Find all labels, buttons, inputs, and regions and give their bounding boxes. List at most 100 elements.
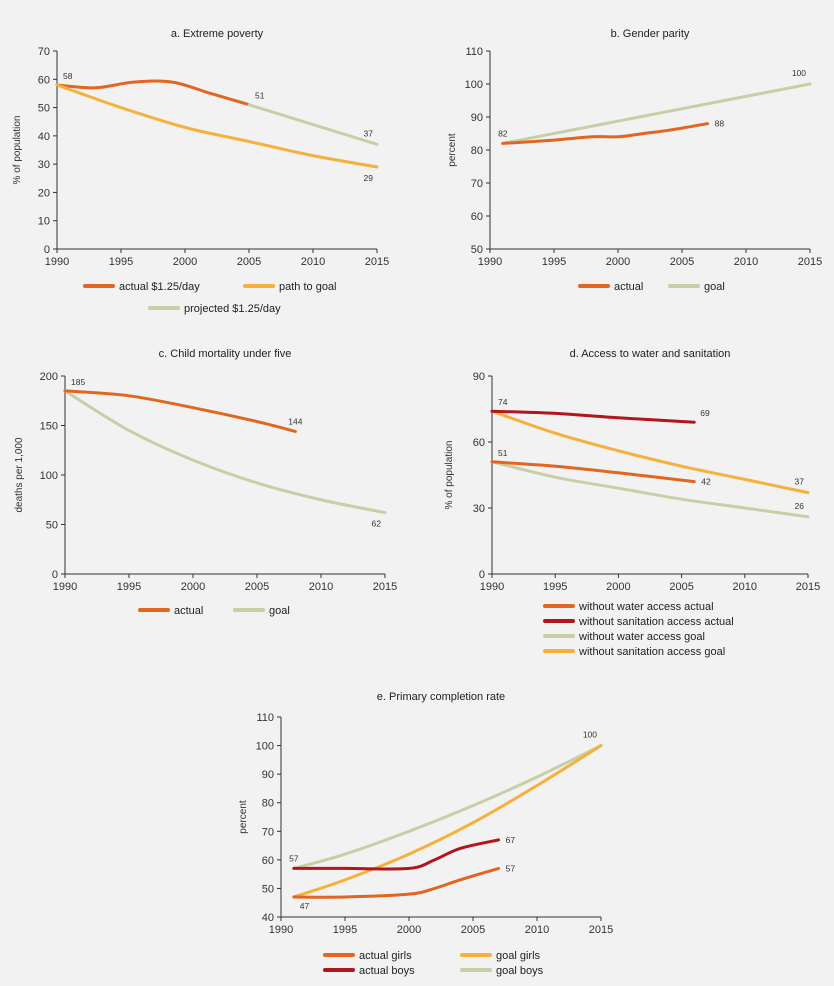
chart-title: e. Primary completion rate <box>377 691 505 703</box>
x-tick-label: 1990 <box>478 256 502 268</box>
series-line <box>501 122 710 145</box>
y-axis-label: percent <box>238 800 249 834</box>
x-tick-label: 2015 <box>373 581 397 593</box>
x-tick-label: 2010 <box>301 256 325 268</box>
legend-label: actual <box>174 605 203 617</box>
chart-d: d. Access to water and sanitation 0 30 60 90… <box>444 348 820 658</box>
y-tick-label: 80 <box>471 145 483 157</box>
x-tick-label: 1995 <box>117 581 141 593</box>
series-line <box>490 460 810 519</box>
data-label: 144 <box>288 416 302 426</box>
chart-title: c. Child mortality under five <box>159 348 292 360</box>
legend-label: actual girls <box>359 950 412 962</box>
chart-b: b. Gender parity 50 60 70 80 90 100 110 1990 1995… <box>447 28 822 293</box>
y-tick-label: 50 <box>46 520 58 532</box>
x-tick-label: 1990 <box>480 581 504 593</box>
x-tick-label: 2015 <box>589 924 613 936</box>
data-label: 51 <box>255 91 265 101</box>
y-tick-label: 60 <box>471 211 483 223</box>
x-tick-label: 1990 <box>53 581 77 593</box>
x-tick-label: 2000 <box>173 256 197 268</box>
y-tick-label: 10 <box>38 216 50 228</box>
data-label: 74 <box>498 397 508 407</box>
series-line <box>490 460 696 484</box>
y-tick-label: 70 <box>38 46 50 58</box>
y-tick-label: 90 <box>262 769 274 781</box>
series-line <box>292 838 501 871</box>
series-line <box>63 389 297 433</box>
x-tick-label: 2000 <box>397 924 421 936</box>
x-tick-label: 2010 <box>733 581 757 593</box>
y-tick-label: 50 <box>262 883 274 895</box>
y-tick-label: 60 <box>38 74 50 86</box>
y-tick-label: 100 <box>465 79 483 91</box>
y-axis-label: deaths per 1,000 <box>14 437 25 512</box>
x-tick-label: 2010 <box>309 581 333 593</box>
data-label: 57 <box>289 853 299 863</box>
series-line <box>490 409 810 495</box>
data-label: 100 <box>792 68 806 78</box>
y-tick-label: 40 <box>38 131 50 143</box>
y-tick-label: 150 <box>40 421 58 433</box>
data-label: 26 <box>795 501 805 511</box>
data-label: 57 <box>506 863 516 873</box>
chart-title: a. Extreme poverty <box>171 28 264 40</box>
chart-a: a. Extreme poverty 0 10 20 30 40 50 60 70 1990 199… <box>12 28 389 315</box>
x-tick-label: 1995 <box>333 924 357 936</box>
data-label: 82 <box>498 128 508 138</box>
x-tick-label: 1995 <box>543 581 567 593</box>
x-tick-label: 1995 <box>542 256 566 268</box>
y-tick-label: 90 <box>471 112 483 124</box>
x-tick-label: 2015 <box>796 581 820 593</box>
data-label: 67 <box>506 835 516 845</box>
legend-label: without sanitation access actual <box>578 616 734 628</box>
y-tick-label: 100 <box>40 470 58 482</box>
chart-e: e. Primary completion rate 40 50 60 70 80 90 10… <box>238 691 613 977</box>
y-tick-label: 30 <box>473 503 485 515</box>
x-tick-label: 2005 <box>237 256 261 268</box>
legend-label: goal girls <box>496 950 541 962</box>
chart-c: c. Child mortality under five 0 50 100 150 20… <box>14 348 397 617</box>
y-tick-label: 0 <box>44 244 50 256</box>
data-label: 88 <box>715 119 725 129</box>
y-tick-label: 70 <box>471 178 483 190</box>
data-label: 100 <box>583 730 597 740</box>
x-tick-label: 2010 <box>525 924 549 936</box>
legend-label: goal boys <box>496 965 544 977</box>
x-tick-label: 2010 <box>734 256 758 268</box>
data-label: 51 <box>498 448 508 458</box>
data-label: 185 <box>71 377 85 387</box>
legend-label: without sanitation access goal <box>578 646 725 658</box>
data-label: 42 <box>701 477 711 487</box>
x-tick-label: 2000 <box>606 256 630 268</box>
series-line <box>501 82 812 145</box>
series-line <box>292 744 603 899</box>
y-tick-label: 50 <box>471 244 483 256</box>
data-label: 29 <box>364 173 374 183</box>
data-label: 62 <box>372 519 382 529</box>
data-label: 37 <box>364 128 374 138</box>
series-line <box>292 866 501 899</box>
y-tick-label: 100 <box>256 741 274 753</box>
y-tick-label: 60 <box>262 855 274 867</box>
y-tick-label: 0 <box>52 569 58 581</box>
series-line <box>55 83 379 169</box>
y-tick-label: 70 <box>262 826 274 838</box>
x-tick-label: 2000 <box>606 581 630 593</box>
chart-title: b. Gender parity <box>611 28 690 40</box>
legend-label: goal <box>269 605 290 617</box>
series-line <box>247 103 379 146</box>
legend-label: actual <box>614 281 643 293</box>
x-tick-label: 1995 <box>109 256 133 268</box>
legend-label: without water access goal <box>578 631 705 643</box>
x-tick-label: 1990 <box>45 256 69 268</box>
legend-label: actual boys <box>359 965 415 977</box>
legend-label: without water access actual <box>578 601 714 613</box>
legend-label: projected $1.25/day <box>184 303 281 315</box>
chart-title: d. Access to water and sanitation <box>570 348 731 360</box>
y-axis-label: % of population <box>12 116 23 185</box>
x-tick-label: 2005 <box>670 256 694 268</box>
series-line <box>55 79 251 107</box>
